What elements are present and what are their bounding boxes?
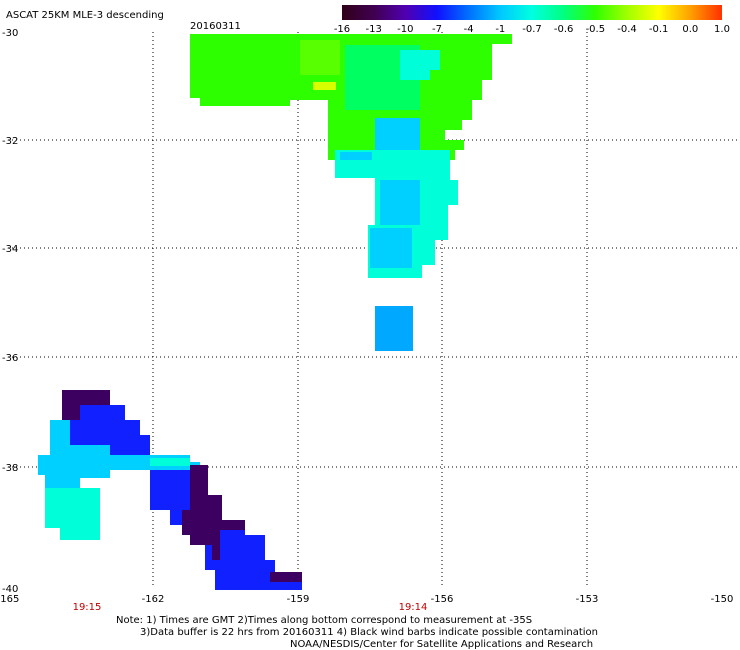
note-line-1: Note: 1) Times are GMT 2)Times along bot… bbox=[116, 615, 533, 626]
colorbar-label: -7 bbox=[432, 24, 442, 35]
lon-label: -165 bbox=[0, 594, 19, 605]
map-date: 20160311 bbox=[190, 21, 241, 32]
swath-southwest-deep bbox=[62, 390, 150, 455]
lon-label: -150 bbox=[711, 594, 734, 605]
data-swaths bbox=[38, 34, 512, 590]
colorbar-label: 1.0 bbox=[714, 24, 730, 35]
note-line-3: NOAA/NESDIS/Center for Satellite Applica… bbox=[290, 639, 594, 650]
swath-north-detail bbox=[300, 40, 340, 75]
colorbar-gradient bbox=[342, 5, 722, 20]
colorbar-label: -1 bbox=[495, 24, 505, 35]
time-label: 19:14 bbox=[399, 602, 428, 613]
lon-label: -162 bbox=[142, 594, 165, 605]
lat-label: -40 bbox=[2, 584, 18, 595]
lon-label: -159 bbox=[287, 594, 310, 605]
map-title: ASCAT 25KM MLE-3 descending bbox=[6, 10, 164, 21]
lat-label: -34 bbox=[2, 244, 18, 255]
colorbar: -16 -13 -10 -7 -4 -1 -0.7 -0.6 -0.5 -0.4 -0.1 0.0 1.… bbox=[334, 5, 730, 35]
time-label: 19:15 bbox=[73, 602, 102, 613]
swath-southwest-cyan bbox=[45, 458, 190, 540]
lon-label: -153 bbox=[576, 594, 599, 605]
lon-label: -156 bbox=[431, 594, 454, 605]
colorbar-label: -16 bbox=[334, 24, 350, 35]
swath-center-blue bbox=[340, 118, 420, 268]
colorbar-label: -0.6 bbox=[554, 24, 574, 35]
colorbar-label: -4 bbox=[464, 24, 474, 35]
lat-label: -38 bbox=[2, 463, 18, 474]
swath-north-cyan bbox=[400, 50, 440, 80]
colorbar-label: -0.1 bbox=[649, 24, 669, 35]
colorbar-label: -10 bbox=[397, 24, 413, 35]
colorbar-label: -0.5 bbox=[586, 24, 606, 35]
colorbar-label: -13 bbox=[365, 24, 381, 35]
swath-yellow-patch bbox=[313, 82, 336, 90]
swath-isolated bbox=[375, 306, 413, 351]
lat-label: -32 bbox=[2, 136, 18, 147]
colorbar-label: -0.7 bbox=[522, 24, 542, 35]
lat-label: -30 bbox=[2, 28, 18, 39]
colorbar-label: -0.4 bbox=[617, 24, 637, 35]
note-line-2: 3)Data buffer is 22 hrs from 20160311 4)… bbox=[140, 627, 598, 638]
lat-label: -36 bbox=[2, 353, 18, 364]
colorbar-label: 0.0 bbox=[682, 24, 698, 35]
